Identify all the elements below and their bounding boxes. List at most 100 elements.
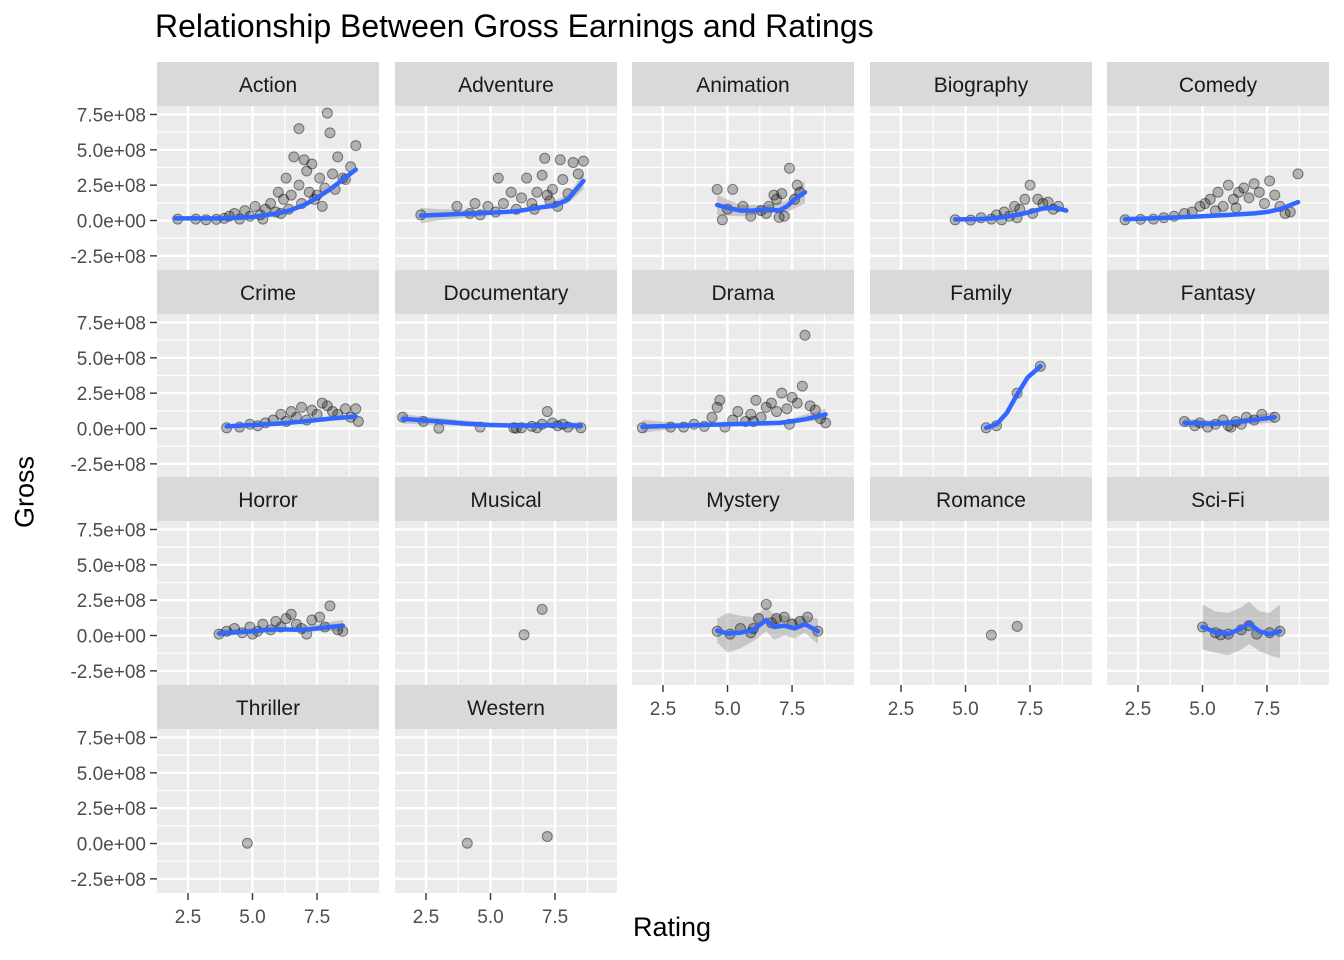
x-tick-label: 5.0 <box>714 699 740 720</box>
facet-strip <box>870 62 1092 106</box>
facet-strip <box>395 477 617 521</box>
data-point <box>301 165 313 177</box>
data-point <box>778 611 790 623</box>
data-point <box>521 172 533 184</box>
x-tick-label: 7.5 <box>1017 699 1043 720</box>
data-point <box>557 174 569 186</box>
facet-label: Mystery <box>706 489 780 512</box>
data-point <box>321 107 333 119</box>
facet-label: Drama <box>711 282 774 305</box>
facet-strip <box>157 477 379 521</box>
data-point <box>799 329 811 341</box>
x-axis-title: Rating <box>632 912 712 942</box>
panel-background <box>395 314 617 478</box>
data-point <box>732 406 744 418</box>
x-tick-label: 7.5 <box>542 907 568 928</box>
panel-background <box>395 106 617 270</box>
y-tick-label: 7.5e+08 <box>77 728 146 749</box>
facet-strip <box>395 62 617 106</box>
data-point <box>1264 175 1276 187</box>
data-point <box>768 189 780 201</box>
facet-strip <box>632 270 854 314</box>
data-point <box>1217 200 1229 212</box>
facet-label: Romance <box>936 489 1026 512</box>
data-point <box>1222 179 1234 191</box>
data-point <box>296 401 308 413</box>
data-point <box>567 157 579 169</box>
facet-strip <box>632 62 854 106</box>
smooth-line <box>1200 621 1283 637</box>
data-point <box>280 613 292 625</box>
data-point <box>1024 179 1036 191</box>
facet-animation: Animation <box>632 62 854 270</box>
data-point <box>249 200 261 212</box>
data-point <box>270 615 282 627</box>
facet-label: Action <box>239 74 297 97</box>
x-tick-label: 2.5 <box>413 907 439 928</box>
facet-adventure: Adventure <box>395 62 617 270</box>
data-point <box>1292 168 1304 180</box>
facet-crime: Crime -2.5e+08 0.0e+00 2.5e+08 5.0e+08 7.5e+0… <box>70 270 379 478</box>
facet-comedy: Comedy <box>1107 62 1329 270</box>
data-point <box>321 400 333 412</box>
data-point <box>1011 620 1023 632</box>
facet-strip <box>632 477 854 521</box>
y-tick-label: -2.5e+08 <box>70 247 146 268</box>
data-point <box>314 611 326 623</box>
facet-fantasy: Fantasy <box>1107 270 1329 478</box>
facet-label: Western <box>467 697 545 720</box>
data-point <box>352 415 364 427</box>
y-tick-label: 5.0e+08 <box>77 764 146 785</box>
facet-label: Horror <box>238 489 298 512</box>
data-point <box>760 598 772 610</box>
panel-background <box>395 729 617 893</box>
x-tick-label: 5.0 <box>1189 699 1215 720</box>
data-point <box>306 404 318 416</box>
facet-strip <box>157 685 379 729</box>
y-tick-label: -2.5e+08 <box>70 870 146 891</box>
smooth-line <box>952 205 1069 222</box>
data-point <box>505 186 517 198</box>
panel-background <box>870 106 1092 270</box>
facet-romance: Romance 2.5 5.0 7.5 <box>870 477 1092 720</box>
facet-label: Biography <box>934 74 1029 97</box>
data-point <box>1032 193 1044 205</box>
data-point <box>303 186 315 198</box>
data-point <box>771 406 783 418</box>
data-point <box>1238 182 1250 194</box>
data-point <box>776 188 788 200</box>
data-point <box>760 401 772 413</box>
data-point <box>536 169 548 181</box>
facet-drama: Drama <box>632 270 854 478</box>
data-point <box>706 411 718 423</box>
facet-label: Musical <box>470 489 541 512</box>
facet-action: Action -2.5e+08 0.0e+00 2.5e+08 5.0e+08 7.5e+… <box>70 62 379 270</box>
data-point <box>280 172 292 184</box>
data-point <box>531 186 543 198</box>
data-point <box>327 168 339 180</box>
data-point <box>497 198 509 210</box>
data-point <box>461 837 473 849</box>
facet-strip <box>157 62 379 106</box>
smooth-line <box>1182 414 1278 426</box>
y-tick-label: 5.0e+08 <box>77 556 146 577</box>
data-point <box>802 611 814 623</box>
data-point <box>1199 198 1211 210</box>
facet-strip <box>1107 477 1329 521</box>
data-point <box>332 151 344 163</box>
data-point <box>277 193 289 205</box>
data-point <box>1227 193 1239 205</box>
facet-label: Crime <box>240 282 296 305</box>
x-tick-label: 2.5 <box>175 907 201 928</box>
data-point <box>541 189 553 201</box>
facet-documentary: Documentary <box>395 270 617 478</box>
data-point <box>554 154 566 166</box>
data-point <box>546 183 558 195</box>
panel-background <box>157 314 379 478</box>
panel-background <box>632 314 854 478</box>
data-point <box>469 198 481 210</box>
data-point <box>293 179 305 191</box>
facet-label: Fantasy <box>1181 282 1256 305</box>
smooth-line <box>418 178 586 218</box>
